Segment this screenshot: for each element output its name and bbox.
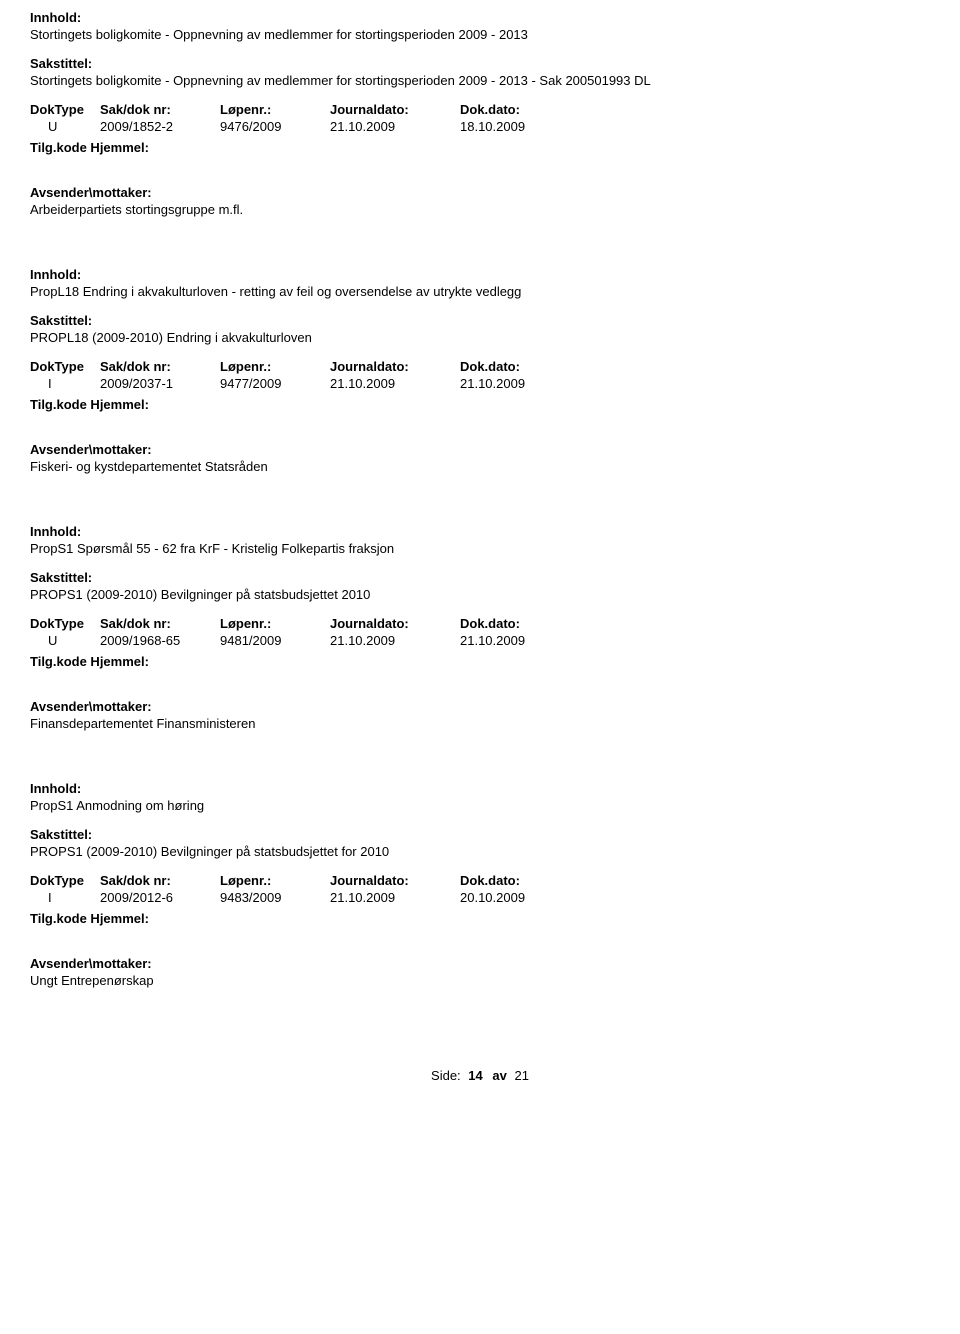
table-data-row: U 2009/1968-65 9481/2009 21.10.2009 21.1… [30,633,930,648]
journaldato-value: 21.10.2009 [330,376,460,391]
col-lopenr-header: Løpenr.: [220,102,330,117]
lopenr-value: 9477/2009 [220,376,330,391]
avsender-text: Finansdepartementet Finansministeren [30,716,930,731]
avsender-label: Avsender\mottaker: [30,699,930,714]
dokdato-value: 21.10.2009 [460,633,580,648]
sakstittel-label: Sakstittel: [30,313,930,328]
col-journaldato-header: Journaldato: [330,102,460,117]
innhold-label: Innhold: [30,781,930,796]
avsender-text: Arbeiderpartiets stortingsgruppe m.fl. [30,202,930,217]
tilgkode-label: Tilg.kode Hjemmel: [30,397,930,412]
sakdok-value: 2009/2037-1 [100,376,220,391]
avsender-text: Fiskeri- og kystdepartementet Statsråden [30,459,930,474]
col-sakdok-header: Sak/dok nr: [100,616,220,631]
col-doktype-header: DokType [30,873,100,888]
lopenr-value: 9481/2009 [220,633,330,648]
sakstittel-text: PROPL18 (2009-2010) Endring i akvakultur… [30,330,930,345]
journal-entry: Innhold: PropL18 Endring i akvakulturlov… [30,267,930,474]
innhold-text: Stortingets boligkomite - Oppnevning av … [30,27,930,42]
col-journaldato-header: Journaldato: [330,873,460,888]
journaldato-value: 21.10.2009 [330,633,460,648]
avsender-text: Ungt Entrepenørskap [30,973,930,988]
doktype-value: U [30,119,100,134]
table-header-row: DokType Sak/dok nr: Løpenr.: Journaldato… [30,616,930,631]
avsender-label: Avsender\mottaker: [30,956,930,971]
doktype-value: I [30,376,100,391]
table-header-row: DokType Sak/dok nr: Løpenr.: Journaldato… [30,873,930,888]
avsender-label: Avsender\mottaker: [30,185,930,200]
doktype-value: U [30,633,100,648]
col-doktype-header: DokType [30,102,100,117]
journaldato-value: 21.10.2009 [330,119,460,134]
page-footer: Side: 14 av 21 [30,1068,930,1083]
sakstittel-label: Sakstittel: [30,56,930,71]
lopenr-value: 9483/2009 [220,890,330,905]
innhold-text: PropS1 Spørsmål 55 - 62 fra KrF - Kriste… [30,541,930,556]
page-av: av [492,1068,506,1083]
col-lopenr-header: Løpenr.: [220,873,330,888]
journaldato-value: 21.10.2009 [330,890,460,905]
tilgkode-label: Tilg.kode Hjemmel: [30,911,930,926]
table-data-row: I 2009/2037-1 9477/2009 21.10.2009 21.10… [30,376,930,391]
page-current: 14 [468,1068,482,1083]
col-doktype-header: DokType [30,616,100,631]
page-label: Side: [431,1068,461,1083]
col-dokdato-header: Dok.dato: [460,873,580,888]
dokdato-value: 18.10.2009 [460,119,580,134]
avsender-label: Avsender\mottaker: [30,442,930,457]
dokdato-value: 20.10.2009 [460,890,580,905]
tilgkode-label: Tilg.kode Hjemmel: [30,140,930,155]
table-header-row: DokType Sak/dok nr: Løpenr.: Journaldato… [30,359,930,374]
sakdok-value: 2009/2012-6 [100,890,220,905]
sakstittel-text: PROPS1 (2009-2010) Bevilgninger på stats… [30,844,930,859]
col-sakdok-header: Sak/dok nr: [100,359,220,374]
sakstittel-label: Sakstittel: [30,827,930,842]
doktype-value: I [30,890,100,905]
sakdok-value: 2009/1852-2 [100,119,220,134]
table-data-row: U 2009/1852-2 9476/2009 21.10.2009 18.10… [30,119,930,134]
innhold-label: Innhold: [30,10,930,25]
col-sakdok-header: Sak/dok nr: [100,102,220,117]
col-doktype-header: DokType [30,359,100,374]
col-sakdok-header: Sak/dok nr: [100,873,220,888]
tilgkode-label: Tilg.kode Hjemmel: [30,654,930,669]
col-dokdato-header: Dok.dato: [460,102,580,117]
innhold-label: Innhold: [30,267,930,282]
col-lopenr-header: Løpenr.: [220,359,330,374]
col-journaldato-header: Journaldato: [330,616,460,631]
journal-entry: Innhold: PropS1 Anmodning om høring Saks… [30,781,930,988]
journal-entry: Innhold: PropS1 Spørsmål 55 - 62 fra KrF… [30,524,930,731]
dokdato-value: 21.10.2009 [460,376,580,391]
journal-entry: Innhold: Stortingets boligkomite - Oppne… [30,10,930,217]
col-journaldato-header: Journaldato: [330,359,460,374]
innhold-text: PropS1 Anmodning om høring [30,798,930,813]
sakstittel-text: Stortingets boligkomite - Oppnevning av … [30,73,930,88]
sakstittel-text: PROPS1 (2009-2010) Bevilgninger på stats… [30,587,930,602]
sakstittel-label: Sakstittel: [30,570,930,585]
page-total: 21 [514,1068,528,1083]
innhold-text: PropL18 Endring i akvakulturloven - rett… [30,284,930,299]
sakdok-value: 2009/1968-65 [100,633,220,648]
innhold-label: Innhold: [30,524,930,539]
col-dokdato-header: Dok.dato: [460,359,580,374]
col-dokdato-header: Dok.dato: [460,616,580,631]
lopenr-value: 9476/2009 [220,119,330,134]
col-lopenr-header: Løpenr.: [220,616,330,631]
table-data-row: I 2009/2012-6 9483/2009 21.10.2009 20.10… [30,890,930,905]
table-header-row: DokType Sak/dok nr: Løpenr.: Journaldato… [30,102,930,117]
